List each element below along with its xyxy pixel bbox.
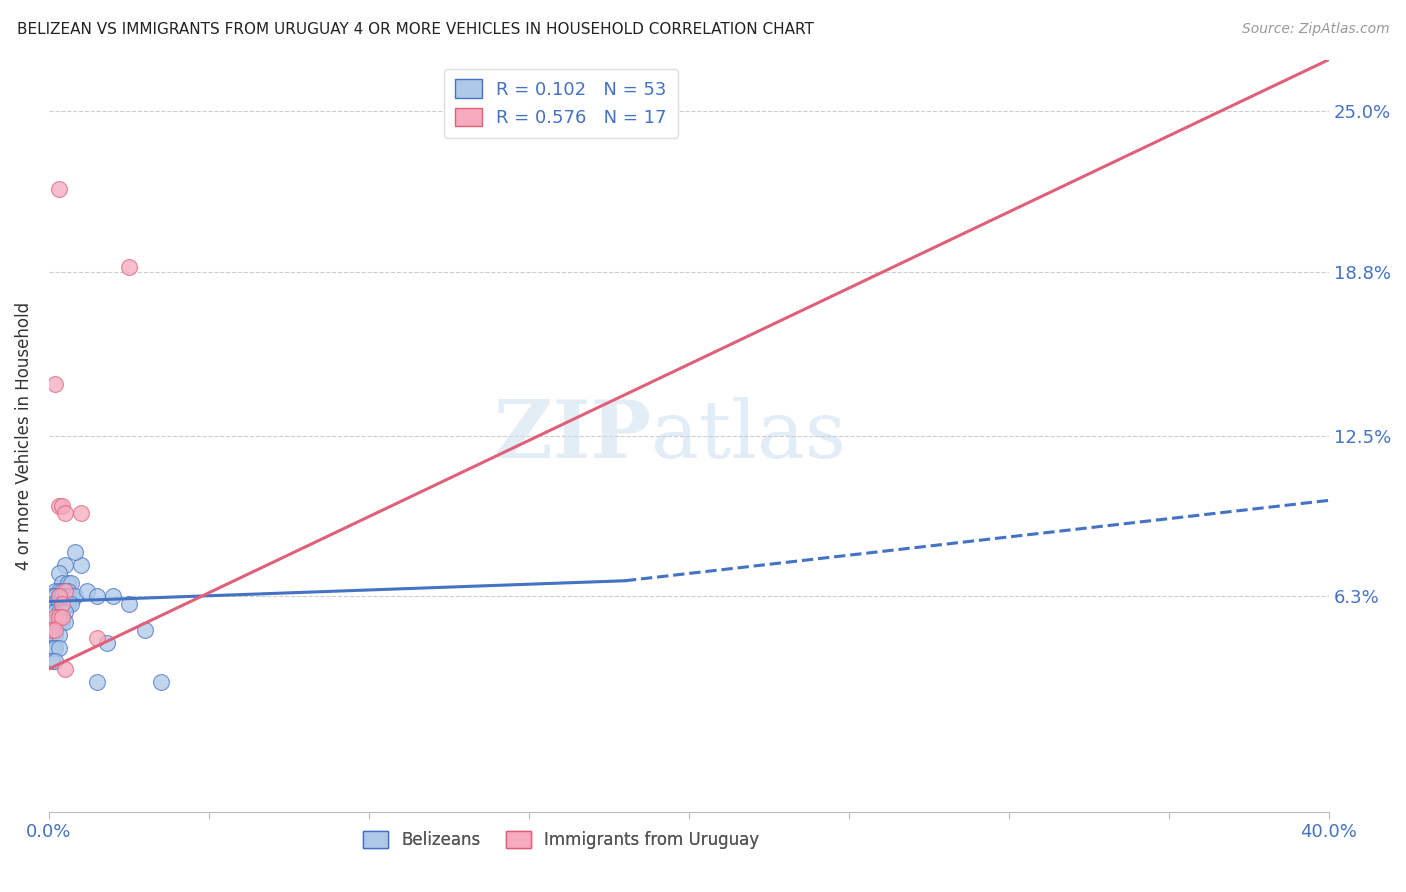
Point — [53, 584, 76, 599]
Point — [70, 506, 93, 520]
Point — [56, 584, 79, 599]
Point — [96, 636, 118, 650]
Point — [101, 590, 124, 604]
Point — [60, 597, 83, 611]
Point — [56, 597, 79, 611]
Point — [44, 590, 66, 604]
Point — [51, 597, 73, 611]
Point — [51, 584, 73, 599]
Point — [44, 628, 66, 642]
Point — [44, 623, 66, 637]
Point — [41, 597, 63, 611]
Point — [48, 641, 70, 656]
Point — [44, 610, 66, 624]
Text: atlas: atlas — [651, 397, 845, 475]
Point — [41, 615, 63, 630]
Text: Source: ZipAtlas.com: Source: ZipAtlas.com — [1241, 22, 1389, 37]
Point — [48, 499, 70, 513]
Point — [76, 584, 98, 599]
Point — [51, 499, 73, 513]
Point — [51, 615, 73, 630]
Point — [86, 674, 108, 689]
Point — [44, 654, 66, 668]
Point — [48, 605, 70, 619]
Text: BELIZEAN VS IMMIGRANTS FROM URUGUAY 4 OR MORE VEHICLES IN HOUSEHOLD CORRELATION : BELIZEAN VS IMMIGRANTS FROM URUGUAY 4 OR… — [17, 22, 814, 37]
Point — [118, 260, 141, 274]
Point — [118, 597, 141, 611]
Text: ZIP: ZIP — [494, 397, 651, 475]
Point — [56, 590, 79, 604]
Point — [53, 558, 76, 573]
Point — [44, 615, 66, 630]
Point — [48, 566, 70, 580]
Point — [48, 615, 70, 630]
Point — [44, 584, 66, 599]
Point — [53, 590, 76, 604]
Point — [48, 590, 70, 604]
Point — [53, 506, 76, 520]
Point — [51, 597, 73, 611]
Point — [60, 576, 83, 591]
Point — [86, 631, 108, 645]
Point — [41, 628, 63, 642]
Point — [53, 615, 76, 630]
Y-axis label: 4 or more Vehicles in Household: 4 or more Vehicles in Household — [15, 301, 32, 570]
Point — [44, 597, 66, 611]
Point — [44, 641, 66, 656]
Point — [53, 662, 76, 676]
Point — [51, 590, 73, 604]
Point — [53, 597, 76, 611]
Point — [48, 584, 70, 599]
Point — [41, 654, 63, 668]
Point — [63, 545, 86, 559]
Point — [53, 605, 76, 619]
Point — [48, 182, 70, 196]
Point — [70, 558, 93, 573]
Point — [41, 623, 63, 637]
Point — [44, 605, 66, 619]
Point — [86, 590, 108, 604]
Point — [41, 641, 63, 656]
Point — [63, 590, 86, 604]
Point — [149, 674, 172, 689]
Point — [48, 590, 70, 604]
Point — [51, 576, 73, 591]
Point — [48, 610, 70, 624]
Point — [44, 376, 66, 391]
Point — [41, 605, 63, 619]
Point — [51, 605, 73, 619]
Point — [51, 610, 73, 624]
Point — [48, 597, 70, 611]
Point — [56, 576, 79, 591]
Point — [134, 623, 156, 637]
Legend: Belizeans, Immigrants from Uruguay: Belizeans, Immigrants from Uruguay — [356, 824, 766, 855]
Point — [60, 590, 83, 604]
Point — [41, 590, 63, 604]
Point — [48, 628, 70, 642]
Point — [53, 584, 76, 599]
